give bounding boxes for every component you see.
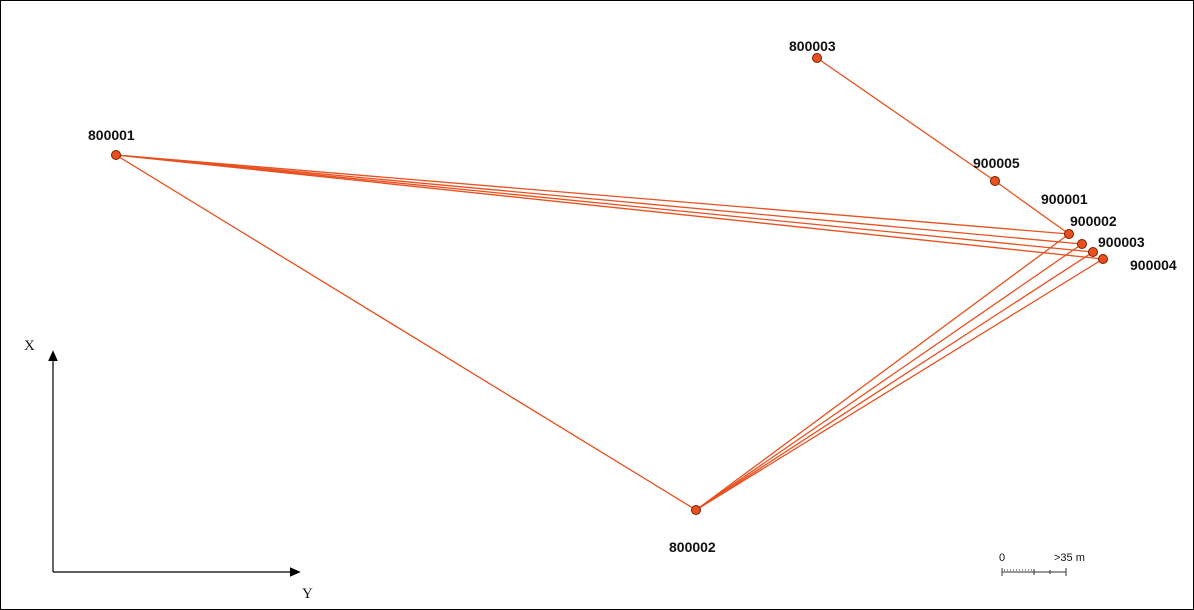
connection-800003-900005	[816, 57, 996, 182]
point-label-900003: 900003	[1098, 234, 1145, 250]
point-800002[interactable]	[691, 505, 701, 515]
point-label-900005: 900005	[973, 155, 1020, 171]
scale-bar: 0 >35 m	[999, 552, 1085, 576]
y-axis-label: Y	[302, 586, 313, 602]
connections-layer	[115, 57, 1104, 511]
connection-800001-900002	[115, 154, 1083, 245]
point-800003[interactable]	[812, 53, 822, 63]
scale-bar-end-label: >35 m	[1054, 552, 1085, 564]
connection-800002-900002	[695, 243, 1083, 511]
connection-800002-900003	[695, 251, 1094, 511]
connection-800002-900004	[695, 258, 1104, 511]
point-900004[interactable]	[1098, 254, 1108, 264]
points-layer	[111, 53, 1108, 515]
scale-bar-start-label: 0	[999, 552, 1005, 564]
point-label-900002: 900002	[1070, 213, 1117, 229]
point-label-800003: 800003	[789, 38, 836, 54]
point-900003[interactable]	[1088, 247, 1098, 257]
point-label-900004: 900004	[1130, 257, 1177, 273]
point-900005[interactable]	[990, 176, 1000, 186]
connection-800001-900004	[115, 154, 1104, 260]
connection-800001-800002	[115, 154, 697, 511]
connection-900005-900001	[994, 180, 1070, 235]
point-800001[interactable]	[111, 150, 121, 160]
x-axis-label: X	[24, 338, 35, 354]
connection-800002-900001	[695, 233, 1070, 511]
point-labels-layer: 800001 800002 800003 900005 900001 900002 9000…	[88, 38, 1177, 555]
point-label-800001: 800001	[88, 127, 135, 143]
axes: X Y	[24, 338, 313, 602]
point-label-800002: 800002	[669, 539, 716, 555]
connection-800001-900001	[115, 154, 1070, 235]
point-900002[interactable]	[1077, 239, 1087, 249]
connection-800001-900003	[115, 154, 1094, 253]
point-900001[interactable]	[1064, 229, 1074, 239]
point-label-900001: 900001	[1041, 191, 1088, 207]
